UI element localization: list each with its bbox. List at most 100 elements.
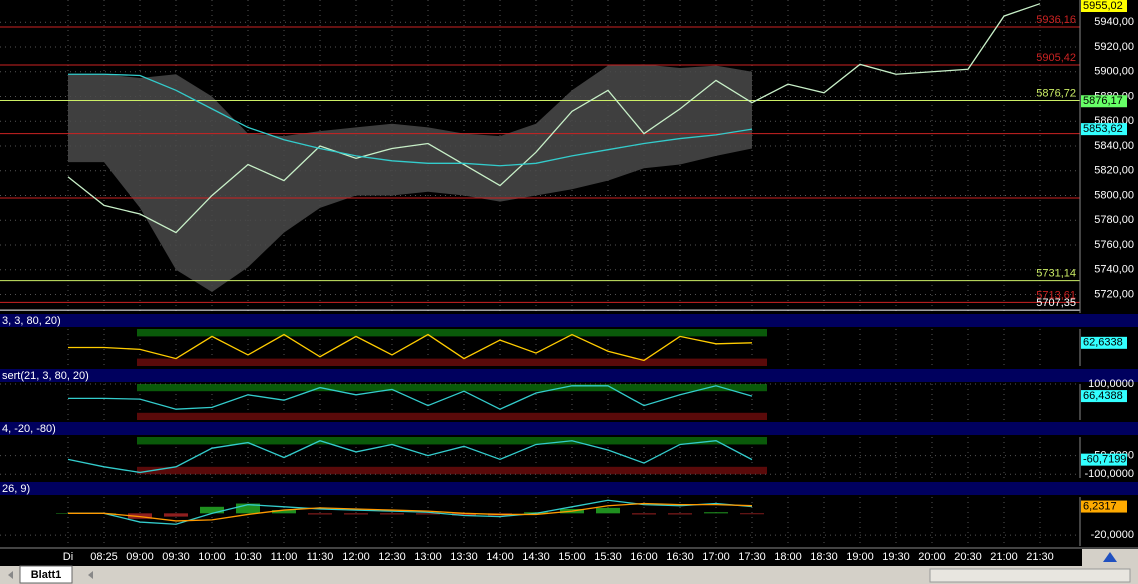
level-label: 5876,72 — [1036, 87, 1076, 99]
indicator-title: 3, 3, 80, 20) — [2, 315, 61, 327]
tab-scroll — [88, 571, 93, 579]
bollinger-band — [68, 64, 752, 292]
histogram-bar — [164, 513, 188, 517]
x-tick-label: 11:30 — [307, 551, 334, 563]
zone — [137, 329, 767, 337]
x-tick-label: 15:00 — [558, 551, 586, 563]
x-tick-label: 13:00 — [414, 551, 442, 563]
level-label: 5707,35 — [1036, 297, 1076, 309]
x-tick-label: 10:00 — [198, 551, 226, 563]
y-tick-label: -100,0000 — [1084, 468, 1134, 480]
panel-header — [0, 369, 1138, 382]
x-tick-label: 19:30 — [882, 551, 910, 563]
value-marker-label: 5876,17 — [1083, 95, 1123, 107]
histogram-bar — [740, 513, 764, 515]
x-tick-label: 21:30 — [1026, 551, 1054, 563]
y-tick-label: 5760,00 — [1094, 239, 1134, 251]
value-marker — [1081, 500, 1127, 513]
tab-label: Blatt1 — [31, 569, 62, 581]
value-marker — [1081, 95, 1127, 108]
value-marker — [1081, 123, 1127, 136]
x-tick-label: 20:30 — [954, 551, 982, 563]
panel-header — [0, 422, 1138, 435]
value-marker-label: 62,6338 — [1083, 337, 1123, 349]
x-tick-label: 18:00 — [774, 551, 802, 563]
series-line — [67, 3, 1041, 234]
histogram-bar — [380, 513, 404, 515]
y-tick-label: 5740,00 — [1094, 264, 1134, 276]
x-tick-label: 11:00 — [271, 551, 298, 563]
level-label: 5713,61 — [1036, 289, 1076, 301]
histogram-bar — [200, 506, 224, 514]
x-tick-label: 14:00 — [486, 551, 514, 563]
zone — [137, 412, 767, 420]
level-label: 5936,16 — [1036, 14, 1076, 26]
value-marker — [1081, 0, 1127, 12]
x-tick-label: 08:25 — [90, 551, 118, 563]
tab — [19, 565, 73, 584]
scrollbar — [929, 568, 1131, 583]
y-tick-label: 5800,00 — [1094, 189, 1134, 201]
series-line — [68, 73, 753, 167]
y-tick-label: 100,0000 — [1088, 378, 1134, 390]
y-tick-label: 5940,00 — [1094, 16, 1134, 28]
y-tick-label: -20,0000 — [1091, 529, 1134, 541]
tab-scroll-left — [8, 571, 13, 579]
histogram-bar — [308, 513, 332, 515]
x-tick-label: 12:30 — [378, 551, 406, 563]
indicator-title: 4, -20, -80) — [2, 423, 56, 435]
x-tick-label: 17:30 — [738, 551, 766, 563]
x-tick-label: 15:30 — [594, 551, 622, 563]
y-tick-label: 5780,00 — [1094, 214, 1134, 226]
y-tick-label: 5820,00 — [1094, 165, 1134, 177]
value-marker — [1081, 336, 1127, 349]
tab-bar — [0, 566, 1138, 584]
value-marker-label: 6,2317 — [1083, 500, 1117, 512]
indicator-title: sert(21, 3, 80, 20) — [2, 370, 89, 382]
value-marker — [1081, 390, 1127, 403]
series-line — [68, 385, 753, 410]
x-tick-label: 21:00 — [990, 551, 1018, 563]
corner-icon — [1103, 552, 1117, 562]
histogram-bar — [344, 513, 368, 515]
series-line — [67, 440, 753, 474]
zone — [137, 384, 767, 392]
level-label: 5905,42 — [1036, 52, 1076, 64]
value-marker-label: 66,4388 — [1083, 390, 1123, 402]
x-tick-label: 20:00 — [918, 551, 946, 563]
zone — [137, 466, 767, 475]
x-tick-label: 10:30 — [234, 551, 262, 563]
x-tick-label: Di — [63, 551, 73, 563]
series-line — [68, 333, 753, 362]
histogram-bar — [668, 513, 692, 515]
x-tick-label: 19:00 — [846, 551, 874, 563]
indicator-title: 26, 9) — [2, 483, 30, 495]
histogram-bar — [704, 512, 728, 514]
x-tick-label: 09:00 — [126, 551, 154, 563]
value-marker-label: -60,7199 — [1083, 454, 1126, 466]
panel-header — [0, 482, 1138, 495]
x-tick-label: 17:00 — [702, 551, 730, 563]
histogram-bar — [452, 513, 476, 516]
series-line — [68, 502, 753, 522]
value-marker-label: 5853,62 — [1083, 123, 1123, 135]
time-axis — [0, 548, 1138, 566]
panel-header — [0, 314, 1138, 327]
x-tick-label: 14:30 — [522, 551, 550, 563]
x-tick-label: 09:30 — [162, 551, 190, 563]
histogram-bar — [632, 513, 656, 515]
histogram-bar — [272, 510, 296, 514]
value-marker — [1081, 453, 1127, 466]
histogram-bar — [236, 503, 260, 514]
y-tick-label: 5840,00 — [1094, 140, 1134, 152]
y-tick-label: 5900,00 — [1094, 66, 1134, 78]
x-tick-label: 13:30 — [450, 551, 478, 563]
zone — [137, 358, 767, 366]
zone — [137, 437, 767, 445]
x-tick-label: 16:30 — [666, 551, 694, 563]
histogram-bar — [416, 513, 440, 515]
histogram-bar — [596, 507, 620, 514]
value-marker-label: 5955,02 — [1083, 0, 1123, 12]
